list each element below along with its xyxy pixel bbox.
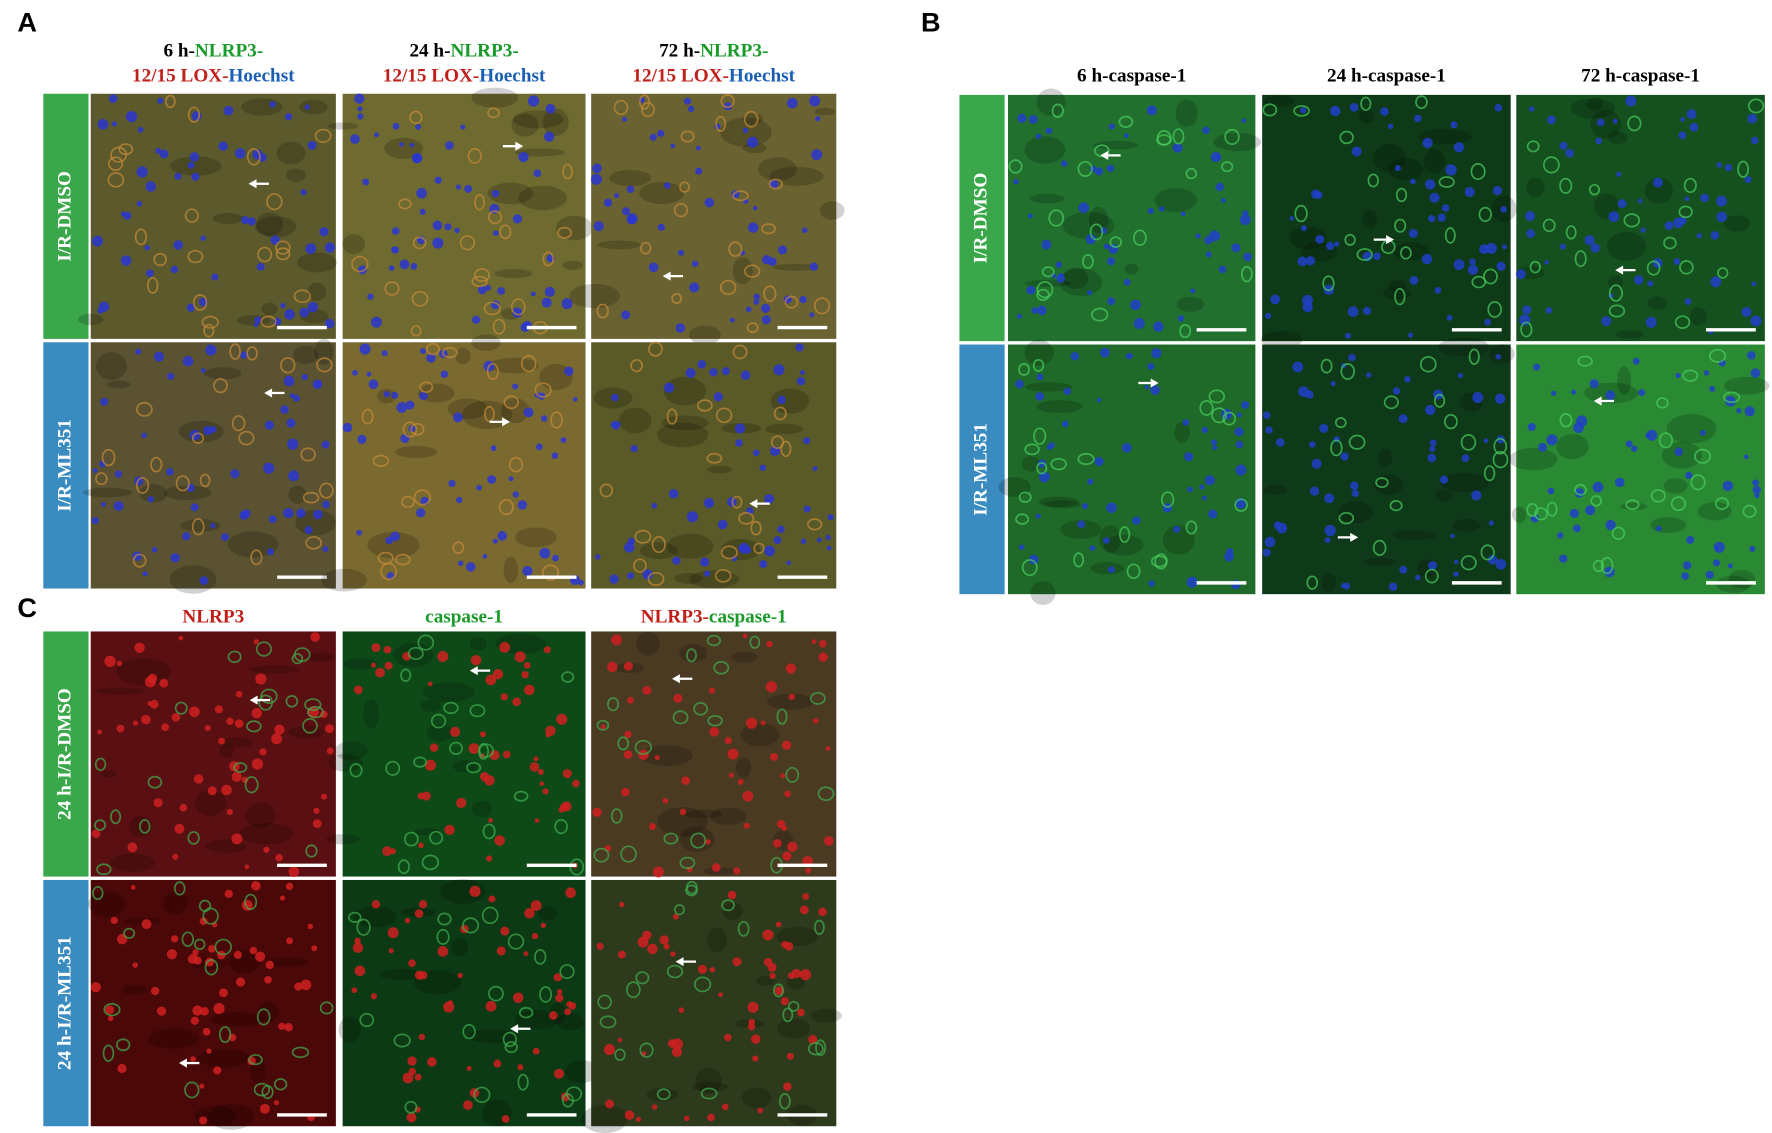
header-segment: NLRP3- — [451, 40, 519, 61]
micrograph — [1262, 337, 1515, 595]
micrograph — [321, 334, 586, 592]
micrograph — [338, 879, 601, 1127]
row-label-bar — [959, 344, 1005, 595]
micrograph — [328, 87, 594, 339]
header-segment: NLRP3 — [182, 606, 244, 627]
micrograph — [591, 341, 837, 589]
row-label: I/R-DMSO — [54, 171, 75, 262]
micrograph — [1508, 344, 1770, 595]
header-segment: caspase-1 — [425, 606, 503, 627]
column-header: 72 h-NLRP3- — [659, 40, 768, 61]
header-segment: NLRP3- — [195, 40, 263, 61]
column-header: 12/15 LOX-Hoechst — [132, 65, 295, 86]
row-label-bar — [43, 93, 89, 339]
panel-letter: B — [921, 7, 941, 38]
micrograph — [1007, 88, 1262, 342]
header-segment: NLRP3- — [641, 606, 709, 627]
row-label: 24 h-I/R-ML351 — [54, 936, 75, 1070]
header-segment: Hoechst — [729, 65, 796, 86]
column-header: 72 h-caspase-1 — [1581, 65, 1700, 86]
row-label-bar — [959, 94, 1005, 342]
header-segment: 12/15 LOX- — [632, 65, 728, 86]
row-label-bar — [43, 342, 89, 589]
micrograph — [569, 93, 845, 345]
header-segment: NLRP3- — [700, 40, 768, 61]
micrograph — [581, 879, 842, 1133]
header-segment: 24 h- — [409, 40, 450, 61]
micrograph — [325, 631, 586, 877]
column-header: 12/15 LOX-Hoechst — [383, 65, 546, 86]
micrograph — [998, 339, 1256, 605]
micrograph — [83, 338, 336, 594]
header-segment: 72 h- — [659, 40, 700, 61]
row-label-bar — [43, 879, 89, 1127]
header-segment: 12/15 LOX- — [132, 65, 228, 86]
header-segment: 12/15 LOX- — [383, 65, 479, 86]
row-label-bar — [43, 631, 89, 877]
micrograph — [1515, 94, 1765, 342]
row-label: I/R-DMSO — [970, 173, 991, 264]
column-header: 24 h-caspase-1 — [1327, 65, 1446, 86]
column-header: 12/15 LOX-Hoechst — [632, 65, 795, 86]
header-segment: 6 h-caspase-1 — [1077, 65, 1186, 86]
micrograph — [78, 93, 337, 339]
panel-letter: A — [17, 7, 37, 38]
row-label: I/R-ML351 — [54, 419, 75, 512]
row-label: 24 h-I/R-DMSO — [54, 688, 75, 820]
micrograph — [591, 631, 837, 878]
column-header: caspase-1 — [425, 606, 503, 627]
header-segment: Hoechst — [479, 65, 546, 86]
micrograph — [1260, 94, 1517, 349]
column-header: NLRP3 — [182, 606, 244, 627]
header-segment: 24 h-caspase-1 — [1327, 65, 1446, 86]
micrograph — [90, 631, 336, 878]
column-header: 6 h-caspase-1 — [1077, 65, 1186, 86]
header-segment: 6 h- — [163, 40, 194, 61]
column-header: 24 h-NLRP3- — [409, 40, 518, 61]
column-header: NLRP3-caspase-1 — [641, 606, 787, 627]
column-header: 6 h-NLRP3- — [163, 40, 263, 61]
panel-letter: C — [17, 592, 37, 623]
micrograph — [88, 879, 336, 1130]
header-segment: 72 h-caspase-1 — [1581, 65, 1700, 86]
header-segment: caspase-1 — [709, 606, 787, 627]
row-label: I/R-ML351 — [970, 423, 991, 516]
header-segment: Hoechst — [229, 65, 296, 86]
